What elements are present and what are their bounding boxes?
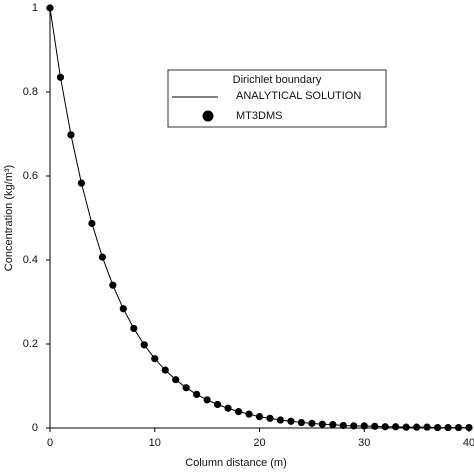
y-tick-label: 0 bbox=[32, 422, 38, 434]
data-point bbox=[182, 384, 190, 392]
data-point bbox=[350, 422, 358, 430]
y-axis-label: Concentration (kg/m³) bbox=[3, 165, 15, 271]
data-point bbox=[276, 416, 285, 424]
data-point bbox=[172, 376, 180, 384]
data-point bbox=[119, 305, 127, 313]
data-point bbox=[465, 423, 473, 432]
y-tick-label: 0.8 bbox=[23, 86, 38, 98]
data-point bbox=[360, 422, 368, 430]
data-point bbox=[392, 423, 400, 431]
x-axis-label: Column distance (m) bbox=[185, 457, 286, 469]
data-point bbox=[371, 422, 379, 430]
data-point bbox=[67, 131, 75, 139]
data-point bbox=[308, 419, 316, 427]
data-point bbox=[339, 421, 347, 430]
data-point bbox=[297, 418, 305, 427]
data-point bbox=[161, 366, 169, 374]
data-point bbox=[140, 341, 148, 349]
data-point bbox=[381, 423, 389, 431]
data-point bbox=[214, 400, 222, 409]
data-point bbox=[151, 355, 159, 363]
data-point bbox=[77, 179, 86, 187]
data-point bbox=[234, 408, 243, 416]
y-tick-label: 1 bbox=[32, 2, 38, 14]
data-point bbox=[433, 423, 442, 432]
data-point bbox=[329, 421, 337, 429]
x-tick-label: 20 bbox=[253, 437, 265, 449]
data-point bbox=[266, 414, 274, 422]
data-point bbox=[193, 390, 201, 398]
data-point bbox=[46, 4, 54, 12]
legend-label: MT3DMS bbox=[236, 110, 282, 122]
data-point bbox=[98, 253, 106, 261]
legend-title: Dirichlet boundary bbox=[233, 74, 322, 86]
x-tick-label: 10 bbox=[149, 437, 161, 449]
data-point bbox=[287, 417, 295, 425]
x-tick-label: 40 bbox=[463, 437, 474, 449]
data-point bbox=[402, 423, 410, 431]
y-tick-label: 0.2 bbox=[23, 338, 38, 350]
x-tick-label: 30 bbox=[358, 437, 370, 449]
data-point bbox=[109, 281, 117, 289]
data-point bbox=[255, 413, 264, 421]
data-point bbox=[318, 420, 326, 428]
data-point bbox=[454, 423, 463, 432]
data-point bbox=[413, 423, 421, 431]
x-tick-label: 0 bbox=[47, 437, 53, 449]
data-point bbox=[423, 423, 431, 431]
data-point bbox=[203, 396, 211, 404]
data-point bbox=[130, 324, 138, 333]
legend-marker bbox=[202, 110, 214, 122]
data-point bbox=[444, 423, 452, 432]
data-point bbox=[56, 73, 65, 81]
y-tick-label: 0.4 bbox=[23, 254, 38, 266]
y-tick-label: 0.6 bbox=[23, 170, 38, 182]
data-point bbox=[224, 404, 232, 412]
data-point bbox=[88, 219, 96, 228]
data-point bbox=[245, 410, 253, 418]
legend-label: ANALYTICAL SOLUTION bbox=[236, 90, 361, 102]
